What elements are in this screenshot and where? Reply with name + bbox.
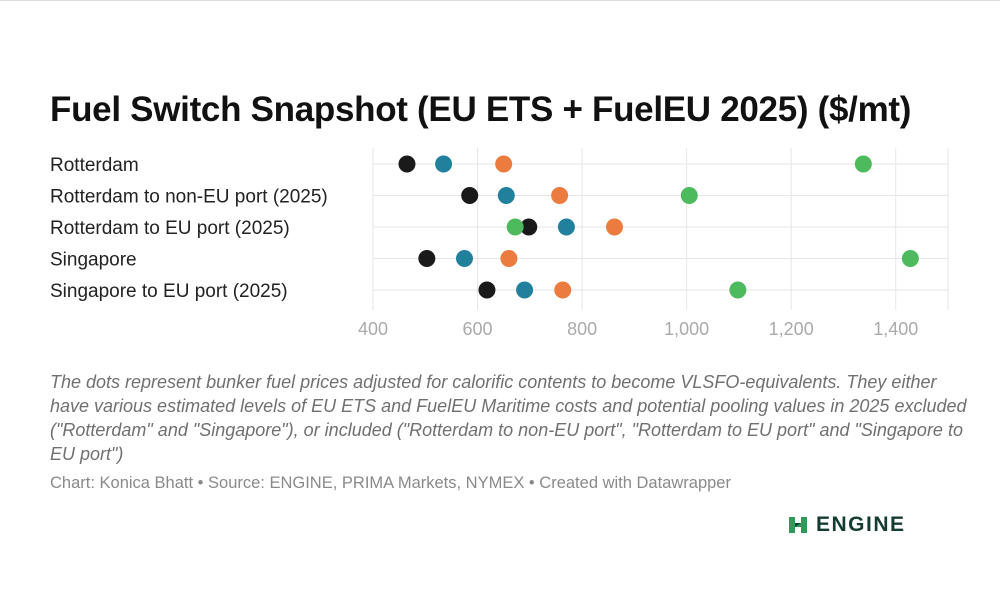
data-point [520,218,538,236]
data-point [478,281,496,299]
data-point [729,281,747,299]
x-tick-label: 800 [567,319,597,339]
data-point [554,281,572,299]
engine-logo-text: ENGINE [816,513,906,536]
x-tick-label: 400 [358,319,388,339]
x-axis-tick-labels: 400 600 800 1,000 1,200 1,400 [358,319,918,339]
data-point [398,155,416,173]
category-label: Singapore to EU port (2025) [50,281,288,302]
chart-credit-line: Chart: Konica Bhatt • Source: ENGINE, PR… [50,474,731,492]
engine-logo-icon [789,517,807,533]
data-point [418,250,436,267]
category-label: Rotterdam [50,155,139,176]
data-point [680,187,698,204]
data-point [551,187,569,204]
x-tick-label: 1,400 [873,319,918,339]
data-point [435,155,453,173]
data-point [557,218,575,236]
chart-description-note: The dots represent bunker fuel prices ad… [50,372,967,464]
category-labels: Rotterdam Rotterdam to non-EU port (2025)… [50,155,328,302]
data-point [500,250,518,267]
x-tick-label: 600 [463,319,493,339]
grid-lines [372,148,949,310]
chart-title: Fuel Switch Snapshot (EU ETS + FuelEU 20… [50,90,912,129]
data-point [455,250,473,267]
engine-logo: ENGINE [786,512,906,538]
category-label: Rotterdam to EU port (2025) [50,218,290,239]
top-divider [0,0,1000,1]
x-tick-label: 1,000 [664,319,709,339]
dot-plot-chart: Rotterdam Rotterdam to non-EU port (2025)… [50,148,949,339]
data-point [506,218,524,236]
x-tick-label: 1,200 [769,319,814,339]
data-point [854,155,872,173]
data-point [606,218,623,236]
data-point [497,187,515,204]
row-lines [373,163,948,291]
category-label: Singapore [50,250,137,271]
data-point [901,250,919,267]
data-point [461,187,479,204]
data-point [516,281,534,299]
category-label: Rotterdam to non-EU port (2025) [50,187,328,208]
data-points [398,155,919,299]
data-point [495,155,513,173]
